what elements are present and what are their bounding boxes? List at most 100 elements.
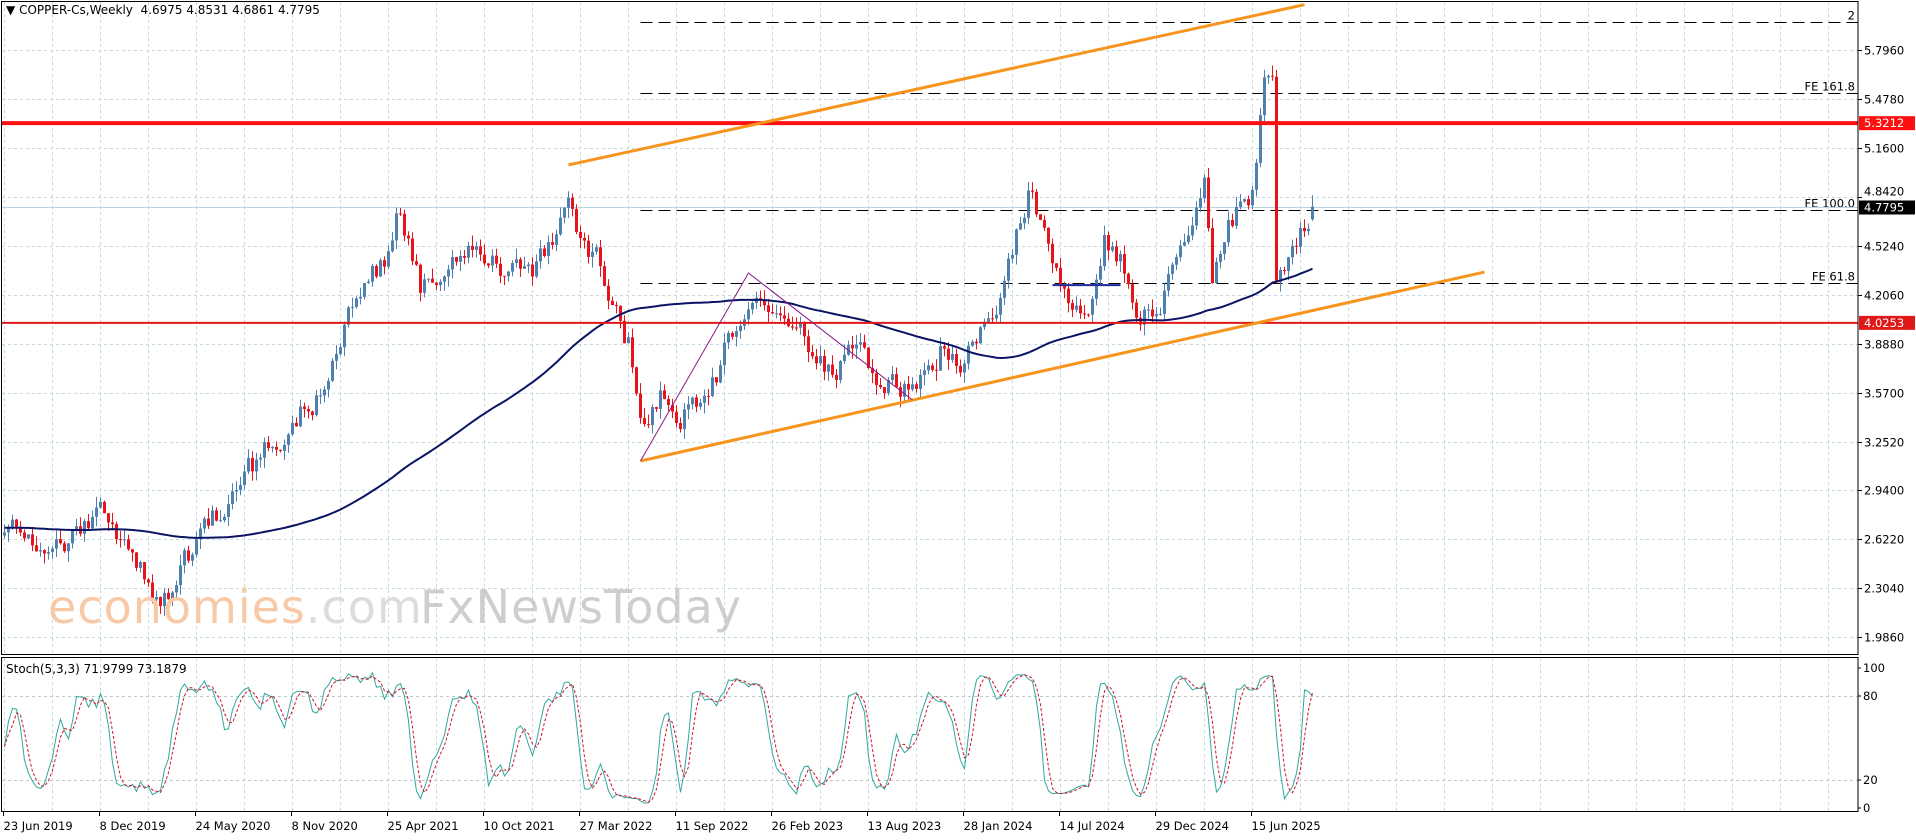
bull-candle [1307, 228, 1310, 232]
bull-candle [987, 318, 990, 322]
bull-candle [99, 501, 102, 508]
watermark-text: economies [48, 580, 306, 634]
bull-candle [547, 242, 550, 256]
stochastic-main-line [4, 671, 1313, 804]
bull-candle [243, 471, 246, 486]
bull-candle [927, 365, 930, 371]
bull-candle [1027, 190, 1030, 218]
bear-candle [1051, 243, 1054, 264]
bear-candle [975, 341, 978, 344]
bull-candle [523, 266, 526, 269]
bull-candle [687, 404, 690, 410]
bear-candle [267, 442, 270, 449]
bull-candle [563, 207, 566, 218]
bull-candle [139, 562, 142, 568]
level-price-badge [1859, 116, 1915, 131]
bull-candle [507, 271, 510, 277]
time-axis-label: 29 Dec 2024 [1156, 819, 1229, 833]
bear-candle [795, 327, 798, 329]
price-axis-label: 4.2060 [1864, 289, 1904, 303]
bull-candle [123, 539, 126, 541]
trend-channel-line [568, 3, 1305, 167]
bull-candle [683, 409, 686, 430]
bear-candle [823, 356, 826, 372]
bull-candle [211, 510, 214, 526]
bull-candle [1227, 219, 1230, 243]
bull-candle [331, 360, 334, 381]
bull-candle [255, 459, 258, 472]
bull-candle [703, 395, 706, 403]
main-pane-frame [1, 1, 1859, 655]
bull-candle [727, 332, 730, 343]
bear-candle [671, 404, 674, 412]
bull-candle [719, 365, 722, 383]
bull-candle [559, 217, 562, 235]
bull-candle [335, 354, 338, 361]
bear-candle [1131, 284, 1134, 303]
bull-candle [263, 442, 266, 458]
price-axis-label: 5.7960 [1864, 44, 1904, 58]
stochastic-pane [4, 671, 1313, 804]
bull-candle [971, 341, 974, 346]
bear-candle [543, 248, 546, 256]
bear-candle [215, 510, 218, 521]
bear-candle [931, 365, 934, 370]
bear-candle [1231, 219, 1234, 226]
bull-candle [467, 245, 470, 258]
bull-candle [1203, 177, 1206, 199]
bear-candle [635, 367, 638, 394]
bull-candle [1183, 242, 1186, 246]
bear-candle [707, 395, 710, 397]
watermark-suffix: .com [305, 580, 423, 634]
bull-candle [1199, 198, 1202, 208]
bear-candle [399, 213, 402, 215]
bear-candle [499, 263, 502, 276]
bull-candle [155, 596, 158, 600]
bear-candle [103, 501, 106, 514]
zigzag-line [640, 272, 913, 462]
bear-candle [663, 390, 666, 400]
bull-candle [979, 327, 982, 344]
bull-candle [1091, 298, 1094, 315]
bull-candle [347, 307, 350, 325]
bear-candle [407, 235, 410, 239]
bear-candle [811, 352, 814, 357]
bear-candle [907, 383, 910, 390]
bull-candle [379, 260, 382, 277]
bear-candle [19, 526, 22, 533]
bear-candle [519, 259, 522, 269]
triangle-down-icon[interactable]: ▼ [6, 3, 16, 17]
bull-candle [95, 507, 98, 517]
price-axis-label: 3.8880 [1864, 338, 1904, 352]
bull-candle [223, 516, 226, 521]
bull-candle [491, 255, 494, 266]
bear-candle [871, 367, 874, 374]
bull-candle [735, 331, 738, 337]
bull-candle [195, 539, 198, 555]
bull-candle [227, 504, 230, 517]
bear-candle [403, 213, 406, 236]
bear-candle [471, 245, 474, 250]
bull-candle [967, 345, 970, 364]
price-axis-label: 1.9860 [1864, 631, 1904, 645]
trend-channel-line [640, 270, 1485, 463]
bear-candle [487, 263, 490, 266]
bear-candle [115, 524, 118, 540]
bear-candle [1211, 228, 1214, 284]
bear-candle [623, 320, 626, 344]
bull-candle [427, 278, 430, 280]
bull-candle [367, 281, 370, 284]
time-axis-label: 11 Sep 2022 [676, 819, 749, 833]
bull-candle [723, 342, 726, 366]
bear-candle [383, 260, 386, 267]
candles [3, 65, 1314, 616]
bull-candle [323, 389, 326, 396]
level-price-label: 4.0253 [1864, 316, 1904, 330]
bear-candle [303, 406, 306, 410]
bull-candle [363, 283, 366, 297]
stoch-axis-label: 20 [1863, 773, 1878, 787]
bear-candle [1247, 199, 1250, 206]
bear-candle [647, 424, 650, 426]
bear-candle [1303, 228, 1306, 232]
